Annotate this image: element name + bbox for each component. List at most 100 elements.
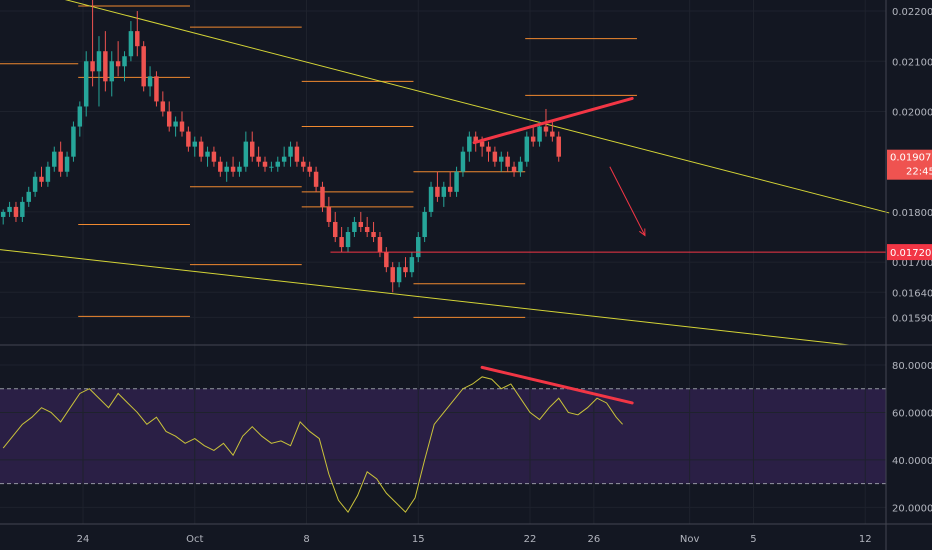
candle-55 — [352, 216, 357, 238]
candle-body — [109, 61, 114, 82]
rsi-tick-label: 60.0000 — [892, 408, 932, 419]
price-tick-label: 0.015900 — [892, 313, 932, 324]
countdown-label: 22:45 — [906, 167, 932, 178]
candle-body — [396, 267, 402, 283]
candle-48 — [307, 161, 312, 177]
candle-30 — [192, 136, 197, 157]
candle-body — [492, 151, 498, 162]
time-tick-label: 5 — [750, 534, 756, 545]
candle-body — [428, 186, 434, 212]
candle-body — [64, 156, 70, 172]
candle-body — [524, 136, 530, 162]
candle-body — [435, 186, 440, 197]
candle-20 — [128, 21, 134, 62]
candle-body — [237, 166, 242, 172]
rsi-tick-label: 20.0000 — [892, 503, 932, 514]
time-tick-label: 26 — [587, 534, 600, 545]
candle-46 — [294, 141, 300, 167]
candle-61 — [390, 262, 395, 293]
candle-12 — [77, 101, 83, 137]
candle-body — [115, 61, 121, 67]
candle-16 — [103, 31, 108, 92]
candle-11 — [71, 121, 76, 162]
candle-body — [256, 156, 261, 162]
candle-body — [447, 186, 453, 192]
candle-73 — [467, 131, 472, 162]
candle-59 — [377, 232, 383, 258]
candle-51 — [326, 196, 332, 227]
candle-body — [192, 141, 197, 147]
candle-body — [326, 206, 332, 222]
candle-65 — [416, 232, 421, 263]
candle-28 — [179, 111, 185, 137]
time-tick-label: 12 — [859, 534, 872, 545]
candle-39 — [249, 131, 255, 162]
candle-18 — [115, 41, 121, 77]
candle-53 — [339, 226, 344, 253]
support-price-label: 0.017201 — [890, 248, 932, 259]
candle-body — [416, 237, 421, 258]
candle-36 — [230, 156, 236, 177]
candle-body — [218, 161, 223, 172]
candle-body — [511, 166, 517, 172]
candle-70 — [447, 171, 453, 197]
candle-5 — [32, 171, 38, 197]
time-tick-label: 15 — [412, 534, 425, 545]
candle-body — [45, 166, 51, 182]
candle-body — [179, 121, 185, 132]
candle-2 — [13, 201, 19, 222]
candle-body — [269, 166, 274, 168]
annotations — [472, 96, 646, 405]
candle-body — [128, 31, 134, 57]
projection-arrow — [609, 166, 646, 236]
candle-23 — [147, 66, 153, 97]
candle-body — [301, 161, 306, 167]
candle-body — [543, 126, 549, 132]
rsi-tick-label: 80.0000 — [892, 361, 932, 372]
candle-body — [71, 126, 76, 157]
candle-body — [530, 136, 536, 142]
candle-79 — [505, 151, 510, 172]
candle-29 — [186, 126, 191, 152]
candle-body — [198, 141, 204, 157]
candle-body — [275, 161, 281, 167]
candle-78 — [499, 151, 504, 172]
candle-body — [32, 176, 38, 192]
candle-body — [479, 141, 485, 147]
candle-body — [147, 76, 153, 87]
candle-63 — [403, 257, 408, 278]
candle-body — [77, 106, 83, 127]
candle-24 — [154, 71, 159, 107]
candle-44 — [281, 146, 287, 167]
candle-body — [384, 252, 389, 268]
candle-body — [135, 31, 140, 47]
candle-9 — [58, 141, 63, 177]
rsi-axis[interactable]: 80.0000 60.0000 40.0000 20.0000 — [892, 361, 932, 514]
candle-body — [422, 211, 427, 238]
candle-83 — [530, 126, 536, 147]
candle-body — [320, 186, 325, 207]
trendline-1 — [0, 249, 850, 346]
candle-body — [243, 141, 249, 167]
candle-body — [499, 156, 504, 162]
candle-body — [26, 191, 31, 202]
candle-body — [20, 201, 25, 217]
candle-body — [537, 126, 542, 142]
candle-body — [96, 51, 102, 72]
candle-41 — [262, 156, 268, 172]
candle-body — [358, 221, 364, 227]
candle-body — [313, 171, 319, 187]
candle-body — [377, 237, 383, 253]
candle-81 — [518, 156, 523, 177]
candle-6 — [39, 166, 44, 187]
time-axis[interactable]: 24 Oct 8 15 22 26 Nov 5 12 — [77, 534, 872, 545]
candle-54 — [345, 226, 351, 253]
candle-26 — [166, 101, 172, 132]
candle-body — [390, 267, 395, 283]
candle-body — [294, 146, 300, 162]
candle-17 — [109, 51, 114, 97]
candle-57 — [364, 216, 370, 238]
